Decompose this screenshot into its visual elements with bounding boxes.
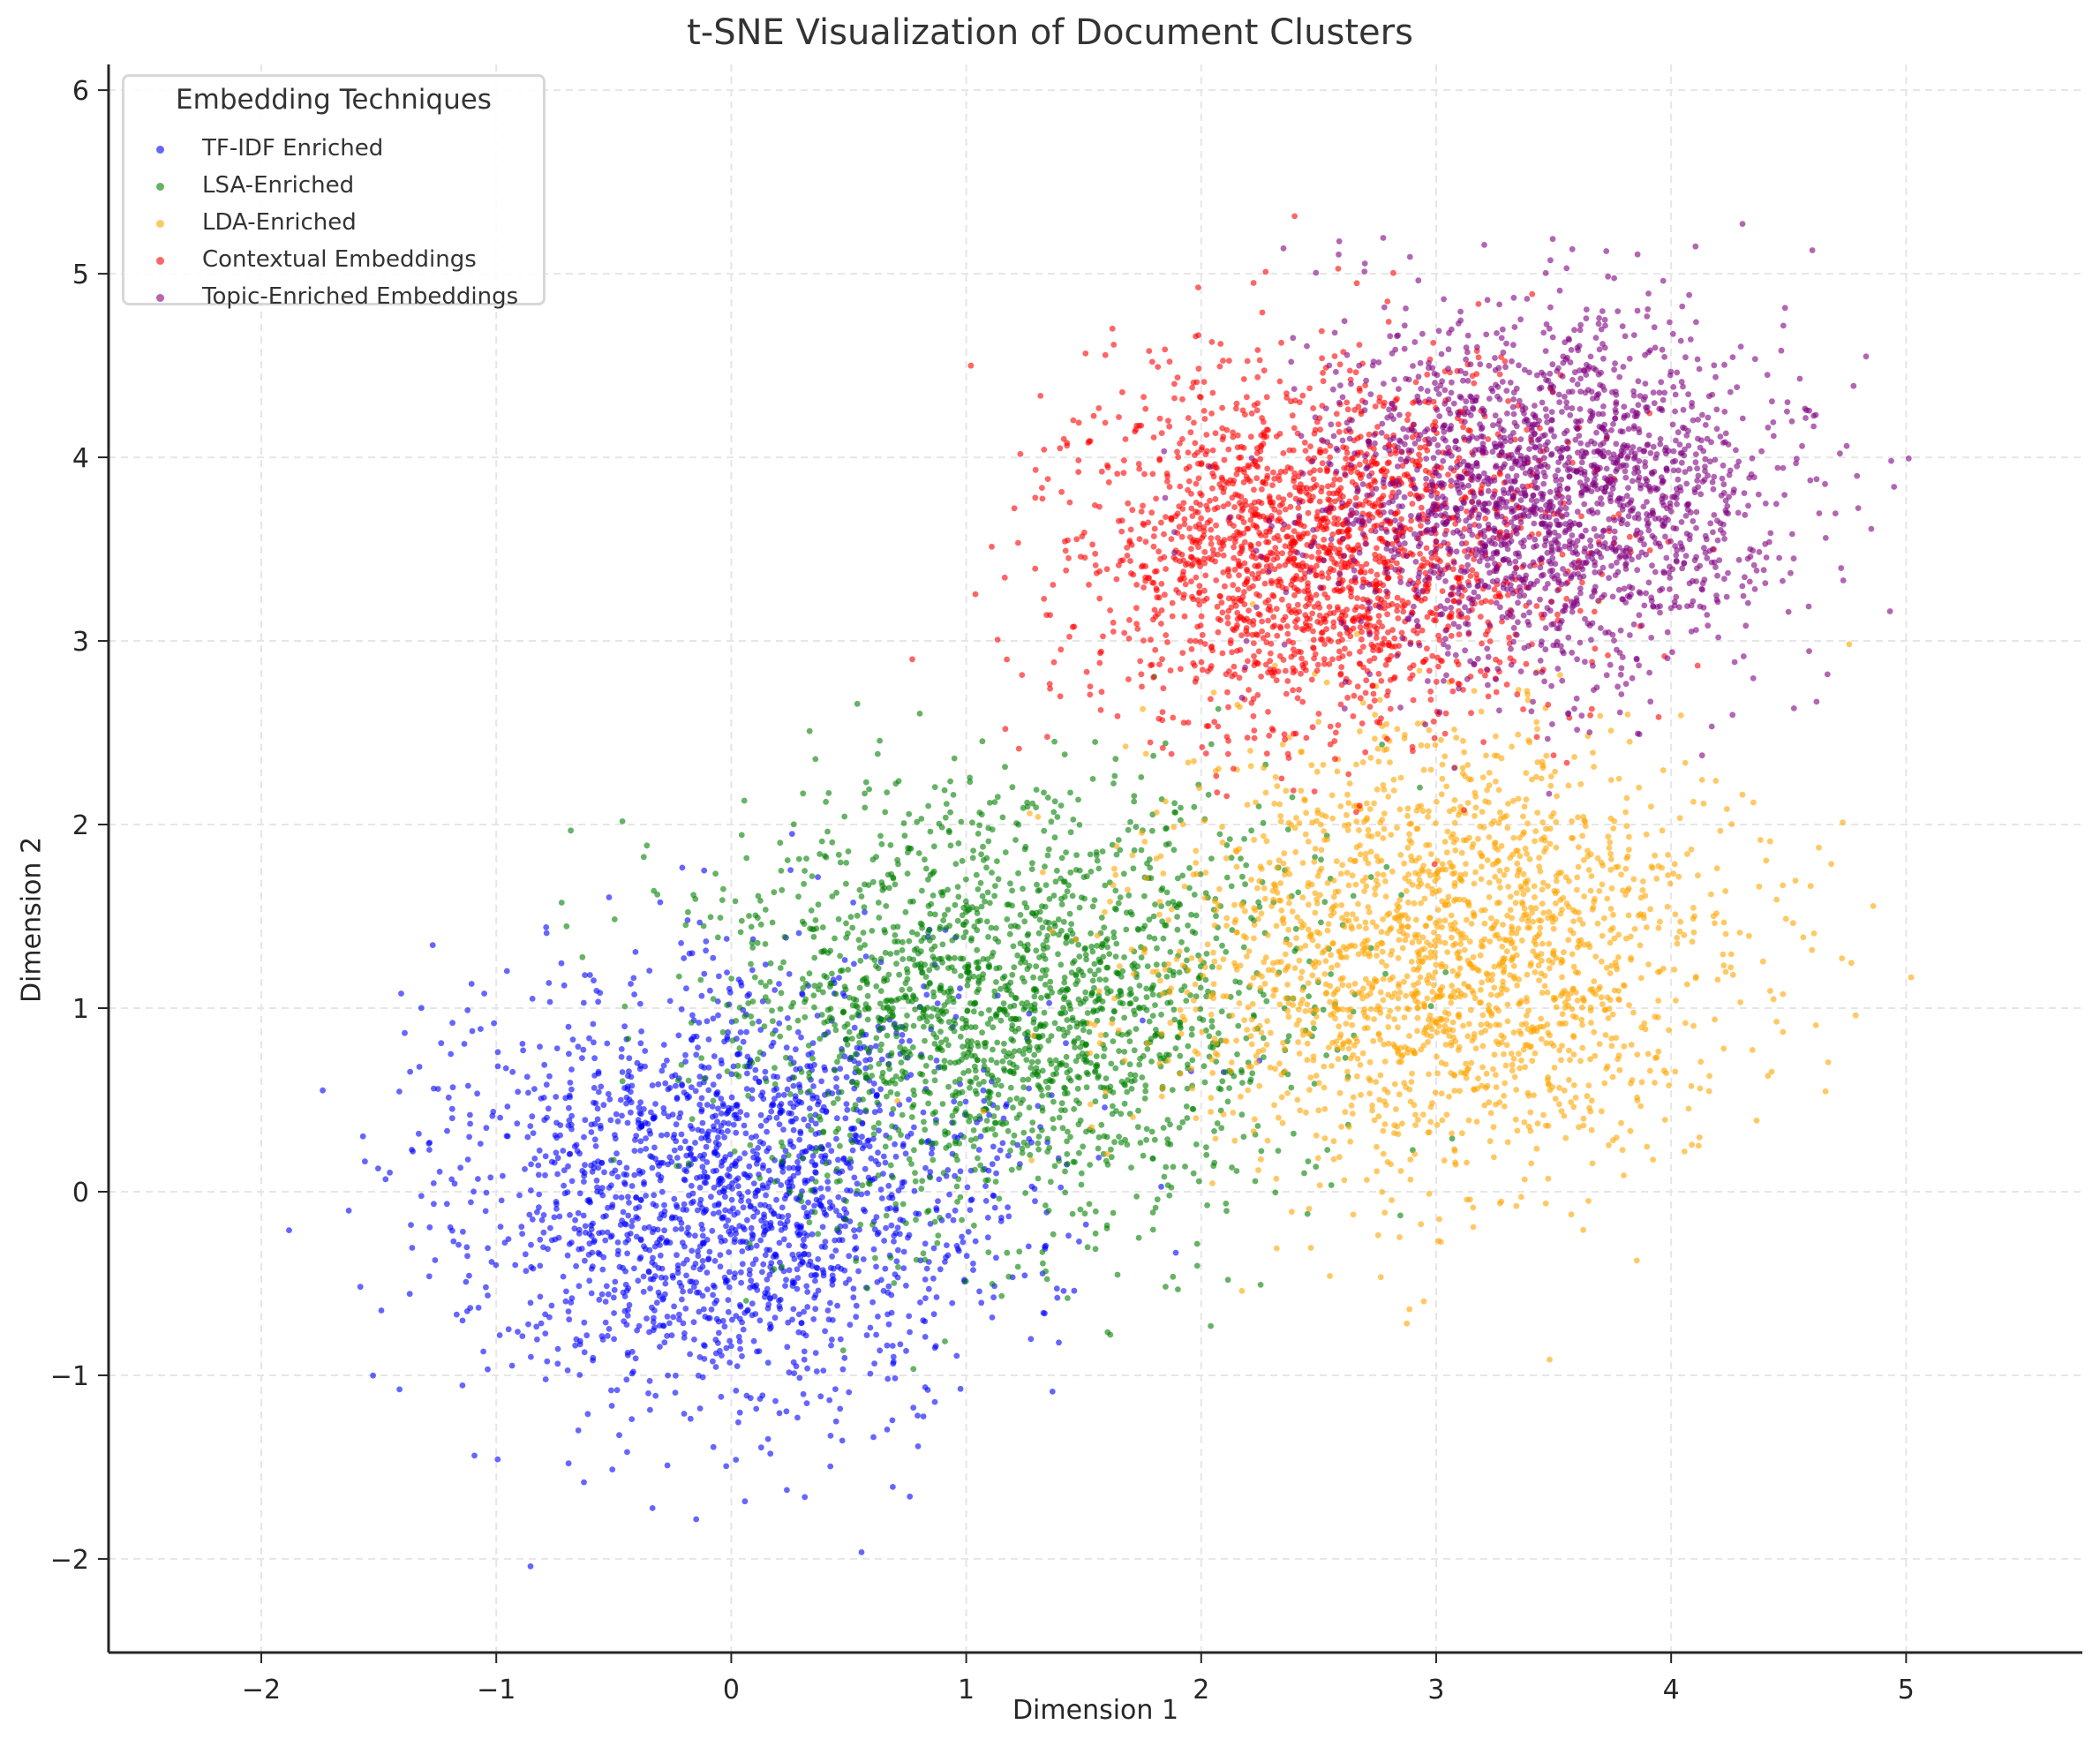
x-tick-label: 2 <box>1193 1675 1209 1706</box>
x-tick-label: 3 <box>1427 1675 1444 1706</box>
y-axis-label: Dimension 2 <box>16 836 48 1004</box>
data-points <box>286 213 1915 1570</box>
legend-label: Topic-Enriched Embeddings <box>202 283 519 310</box>
legend-label: TF-IDF Enriched <box>202 135 384 162</box>
legend-item-topic: Topic-Enriched Embeddings <box>124 280 543 315</box>
series-lsa-enriched <box>558 674 1456 1373</box>
y-tick-label: 0 <box>72 1178 89 1209</box>
x-tick-label: 1 <box>958 1675 975 1706</box>
axes: −2 −1 0 1 2 3 4 5 −2 −1 0 1 2 3 4 5 6 <box>50 64 2082 1706</box>
y-tick-label: 6 <box>72 76 89 107</box>
marker-icon <box>156 257 164 265</box>
x-tick-label: −1 <box>477 1675 516 1706</box>
legend: Embedding Techniques TF-IDF Enriched LSA… <box>122 74 546 310</box>
marker-icon <box>156 220 164 228</box>
x-axis-label: Dimension 1 <box>1012 1695 1179 1726</box>
legend-label: Contextual Embeddings <box>202 246 477 273</box>
legend-label: LSA-Enriched <box>202 172 355 199</box>
marker-icon <box>156 294 164 302</box>
legend-item-lda: LDA-Enriched <box>124 206 543 241</box>
y-tick-label: 4 <box>72 443 89 474</box>
legend-label: LDA-Enriched <box>202 209 357 236</box>
x-tick-label: −2 <box>242 1675 281 1706</box>
y-tick-label: 5 <box>72 260 89 290</box>
y-tick-label: 2 <box>72 810 89 841</box>
series-topic-enriched-embeddings <box>1161 221 1912 797</box>
legend-item-lsa: LSA-Enriched <box>124 169 543 204</box>
y-tick-label: −2 <box>50 1545 89 1576</box>
marker-icon <box>156 146 164 154</box>
x-tick-label: 4 <box>1663 1675 1680 1706</box>
y-tick-label: −1 <box>50 1361 89 1392</box>
legend-item-contextual: Contextual Embeddings <box>124 243 543 278</box>
chart-title: t-SNE Visualization of Document Clusters <box>687 12 1413 53</box>
y-tick-label: 1 <box>72 994 89 1025</box>
legend-item-tfidf: TF-IDF Enriched <box>124 132 543 167</box>
x-tick-label: 5 <box>1898 1675 1915 1706</box>
marker-icon <box>156 183 164 191</box>
x-tick-label: 0 <box>723 1675 740 1706</box>
y-tick-label: 3 <box>72 627 89 658</box>
legend-title: Embedding Techniques <box>176 84 492 116</box>
series-lda-enriched <box>894 598 1915 1363</box>
